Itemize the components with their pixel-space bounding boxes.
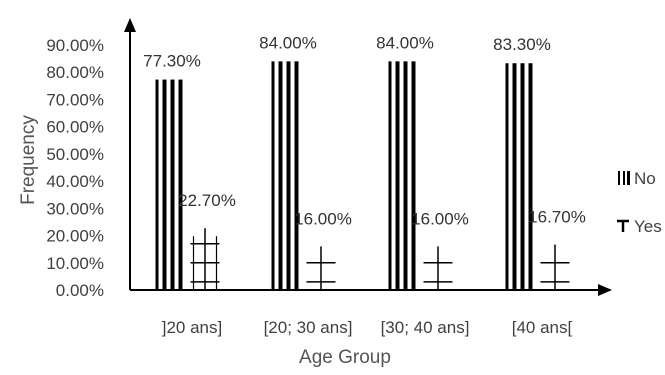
y-tick-label: 30.00% — [46, 199, 104, 218]
bar-yes — [190, 228, 220, 290]
data-label-yes: 16.70% — [528, 208, 586, 227]
legend-label-yes: Yes — [634, 217, 662, 236]
y-axis-arrow — [124, 18, 136, 32]
bar-no-stripe — [294, 61, 299, 291]
bar-no-stripe — [162, 79, 167, 290]
bar-no-stripe — [505, 63, 509, 290]
bar-no-stripe — [512, 63, 517, 290]
bar-no-stripe — [520, 63, 525, 290]
x-axis-arrow — [598, 284, 612, 296]
bar-yes — [306, 246, 336, 290]
y-tick-label: 10.00% — [46, 254, 104, 273]
y-tick-label: 80.00% — [46, 63, 104, 82]
data-label-no: 84.00% — [376, 33, 434, 52]
y-axis-title: Frequency — [18, 115, 39, 205]
bar-no-fill — [505, 63, 533, 290]
bar-no-stripe — [170, 79, 175, 290]
bar-no — [388, 61, 416, 291]
legend-swatch-no — [618, 171, 620, 185]
bar-no-stripe — [528, 63, 533, 290]
data-label-no: 83.30% — [493, 35, 551, 54]
bar-no-stripe — [395, 61, 400, 291]
bar-no — [155, 79, 183, 290]
bar-no-stripe — [271, 61, 275, 291]
legend-item-no: No — [618, 169, 656, 188]
bar-no — [271, 61, 299, 291]
bar-no — [505, 63, 533, 290]
data-label-no: 84.00% — [259, 33, 317, 52]
legend-swatch-no — [627, 171, 630, 185]
data-label-no: 77.30% — [143, 52, 201, 71]
bar-no-stripe — [388, 61, 392, 291]
bar-no-stripe — [286, 61, 291, 291]
data-label-yes: 16.00% — [411, 209, 469, 228]
data-label-yes: 16.00% — [294, 209, 352, 228]
x-axis-title: Age Group — [299, 347, 391, 368]
bar-no-fill — [271, 61, 299, 291]
y-tick-label: 90.00% — [46, 36, 104, 55]
legend-swatch-no — [623, 171, 625, 185]
bar-no-stripe — [403, 61, 408, 291]
x-category-label: ]20 ans] — [162, 318, 223, 337]
legend-label-no: No — [634, 169, 656, 188]
bar-yes — [423, 246, 453, 290]
x-category-label: [20; 30 ans] — [264, 318, 353, 337]
y-tick-label: 50.00% — [46, 145, 104, 164]
bar-no-stripe — [411, 61, 416, 291]
y-tick-label: 40.00% — [46, 172, 104, 191]
bar-no-fill — [388, 61, 416, 291]
bar-no-stripe — [155, 79, 159, 290]
data-label-yes: 22.70% — [178, 191, 236, 210]
x-category-label: [30; 40 ans] — [381, 318, 470, 337]
y-tick-label: 60.00% — [46, 118, 104, 137]
y-tick-label: 70.00% — [46, 90, 104, 109]
x-category-label: [40 ans[ — [512, 318, 573, 337]
bar-no-stripe — [278, 61, 283, 291]
bar-yes — [540, 244, 570, 290]
legend-item-yes: Yes — [617, 217, 662, 236]
y-tick-label: 20.00% — [46, 227, 104, 246]
bar-no-stripe — [178, 79, 183, 290]
y-tick-label: 0.00% — [56, 281, 104, 300]
bar-no-fill — [155, 79, 183, 290]
